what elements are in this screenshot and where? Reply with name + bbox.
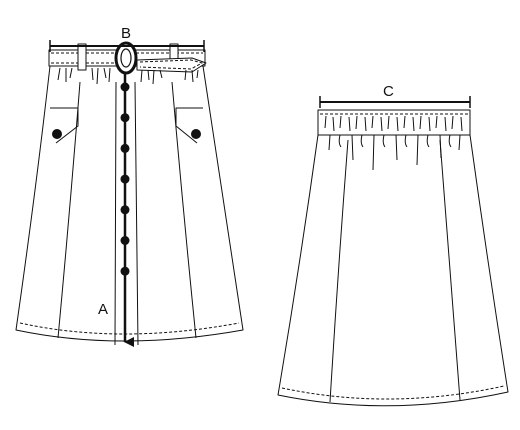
pocket-button-right: [191, 129, 201, 139]
measure-belt-label: B: [121, 25, 131, 42]
belt-buckle: [114, 41, 138, 75]
belt-buckle-inner: [120, 48, 132, 68]
pocket-button-left: [52, 129, 62, 139]
belt-tail: [136, 57, 207, 73]
back-view-skirt: [277, 109, 509, 407]
belt-loop-left: [77, 43, 87, 71]
front-panel-seam-left: [57, 81, 81, 339]
front-panel-seam-right-placket: [134, 81, 139, 346]
front-gathers: [57, 67, 199, 85]
measure-length-label: A: [98, 301, 108, 318]
back-shirring: [324, 115, 463, 171]
back-skirt-outline: [277, 109, 509, 407]
belt-buckle-outer: [114, 41, 138, 75]
front-panel-seam-left-placket: [114, 81, 117, 346]
front-pocket-left: [50, 107, 79, 144]
measure-waist-label: C: [383, 83, 394, 100]
front-skirt-outline: [15, 65, 244, 342]
back-panel-seam-left: [329, 139, 349, 403]
back-hem-stitch: [281, 385, 505, 400]
measure-waist-line: [319, 96, 471, 108]
back-panel-seam-right: [439, 139, 461, 401]
front-view-skirt: [15, 43, 244, 346]
belt-tail-stitch: [139, 59, 203, 70]
front-pocket-right: [175, 107, 203, 144]
front-panel-seam-right: [171, 81, 197, 339]
measure-belt-line: [49, 40, 205, 52]
